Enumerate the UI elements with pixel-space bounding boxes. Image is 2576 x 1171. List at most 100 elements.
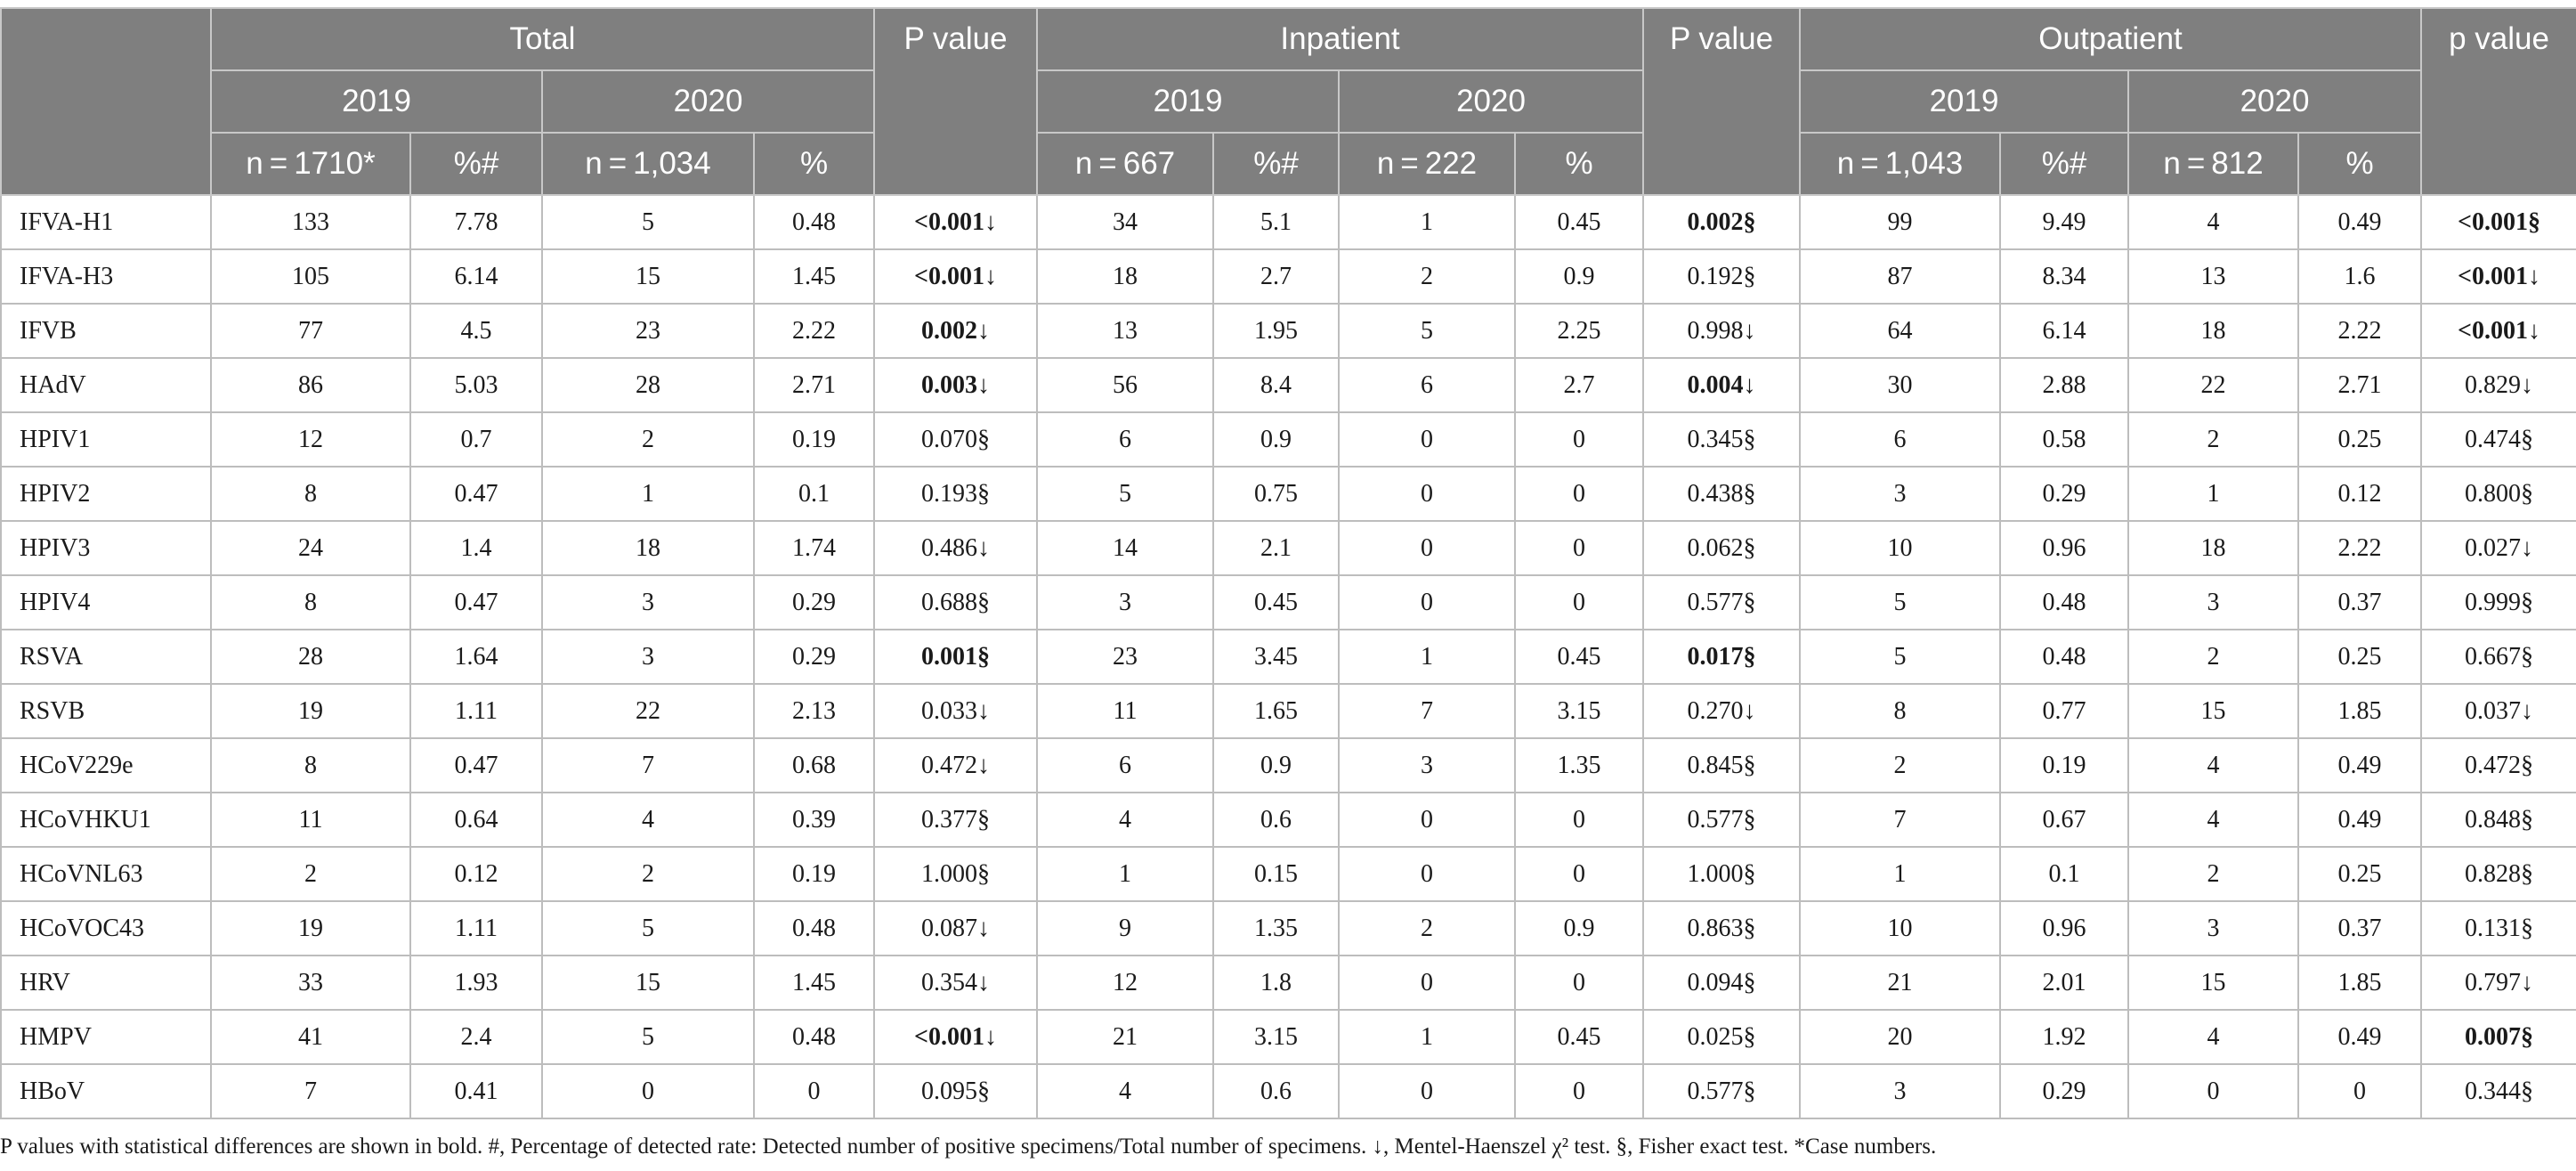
row-label: RSVA [0, 629, 212, 685]
table-row: HAdV 86 5.03 28 2.71 0.003↓ 56 8.4 6 2.7 0.004↓ 30 2… [0, 357, 2576, 413]
table-cell: 0.29 [1999, 1063, 2130, 1119]
row-label: HRV [0, 955, 212, 1011]
table-cell: 0.19 [1999, 737, 2130, 793]
table-cell: 0.96 [1999, 520, 2130, 576]
table-cell: 3 [1799, 1063, 2002, 1119]
table-cell: 2.7 [1513, 357, 1645, 413]
table-cell: 1.6 [2297, 248, 2423, 305]
table-cell: 0.25 [2297, 629, 2423, 685]
p-value-cell: 0.667§ [2420, 629, 2576, 685]
table-cell: 7 [541, 737, 755, 793]
table-cell: 3 [1799, 466, 2002, 522]
table-cell: 86 [210, 357, 411, 413]
table-cell: 12 [1036, 955, 1214, 1011]
table-cell: 0.9 [1212, 411, 1340, 468]
p-value-cell: 0.345§ [1642, 411, 1802, 468]
table-cell: 4 [2127, 792, 2300, 848]
header-subheader: n = 1,034 [541, 132, 755, 196]
table-cell: 5 [541, 194, 755, 250]
table-cell: 5 [1799, 574, 2002, 630]
table-cell: 18 [2127, 520, 2300, 576]
table-row: HPIV2 8 0.47 1 0.1 0.193§ 5 0.75 0 0 0.438§ 3 0.29 1 0… [0, 466, 2576, 522]
table-cell: 10 [1799, 520, 2002, 576]
table-cell: 0.9 [1513, 900, 1645, 956]
table-row: HMPV 41 2.4 5 0.48 <0.001↓ 21 3.15 1 0.45 0.025§ 20… [0, 1009, 2576, 1065]
table-cell: 1 [541, 466, 755, 522]
p-value-cell: 0.344§ [2420, 1063, 2576, 1119]
table-row: HCoVNL63 2 0.12 2 0.19 1.000§ 1 0.15 0 0 1.000§ 1 0.… [0, 846, 2576, 902]
p-value-cell: 0.095§ [873, 1063, 1038, 1119]
table-cell: 0.29 [753, 574, 875, 630]
table-cell: 0.64 [409, 792, 543, 848]
table-footnote: P values with statistical differences ar… [0, 1134, 1937, 1159]
table-cell: 64 [1799, 303, 2002, 359]
table-cell: 0.48 [753, 900, 875, 956]
table-cell: 6 [1036, 737, 1214, 793]
table-cell: 0 [1513, 1063, 1645, 1119]
p-value-cell: <0.001↓ [873, 248, 1038, 305]
table-cell: 0.39 [753, 792, 875, 848]
row-label: HAdV [0, 357, 212, 413]
table-cell: 2.71 [2297, 357, 2423, 413]
header-subheader: n = 1,043 [1799, 132, 2002, 196]
table-cell: 1.65 [1212, 683, 1340, 739]
row-label: HCoVOC43 [0, 900, 212, 956]
table-cell: 0 [541, 1063, 755, 1119]
table-cell: 41 [210, 1009, 411, 1065]
row-label: HPIV3 [0, 520, 212, 576]
row-label: HCoV229e [0, 737, 212, 793]
table-cell: 2.22 [2297, 520, 2423, 576]
table-cell: 2.25 [1513, 303, 1645, 359]
header-year: 2020 [541, 69, 875, 134]
p-value-cell: <0.001§ [2420, 194, 2576, 250]
p-value-cell: 0.094§ [1642, 955, 1802, 1011]
row-label: RSVB [0, 683, 212, 739]
table-cell: 1.64 [409, 629, 543, 685]
table-cell: 0.48 [1999, 629, 2130, 685]
table-cell: 0.45 [1212, 574, 1340, 630]
table-cell: 20 [1799, 1009, 2002, 1065]
row-label: HMPV [0, 1009, 212, 1065]
table-row: HPIV4 8 0.47 3 0.29 0.688§ 3 0.45 0 0 0.577§ 5 0.48 3… [0, 574, 2576, 630]
p-value-cell: 0.999§ [2420, 574, 2576, 630]
table-cell: 23 [1036, 629, 1214, 685]
row-label: HCoVNL63 [0, 846, 212, 902]
table-cell: 0.49 [2297, 1009, 2423, 1065]
table-row: IFVA-H3 105 6.14 15 1.45 <0.001↓ 18 2.7 2 0.9 0.19… [0, 248, 2576, 305]
table-cell: 3.15 [1212, 1009, 1340, 1065]
row-label: IFVA-H3 [0, 248, 212, 305]
table-cell: 2.4 [409, 1009, 543, 1065]
table-cell: 4.5 [409, 303, 543, 359]
table-cell: 1.35 [1513, 737, 1645, 793]
table-cell: 34 [1036, 194, 1214, 250]
table-cell: 2.01 [1999, 955, 2130, 1011]
p-value-cell: 0.577§ [1642, 574, 1802, 630]
table-row: HPIV3 24 1.4 18 1.74 0.486↓ 14 2.1 0 0 0.062§ 10 0.9… [0, 520, 2576, 576]
table-cell: 2.71 [753, 357, 875, 413]
table-cell: 6.14 [409, 248, 543, 305]
table-cell: 9 [1036, 900, 1214, 956]
table-cell: 9.49 [1999, 194, 2130, 250]
table-cell: 105 [210, 248, 411, 305]
table-cell: 1.11 [409, 683, 543, 739]
table-cell: 2 [2127, 629, 2300, 685]
table-cell: 0.7 [409, 411, 543, 468]
table-cell: 0.48 [753, 194, 875, 250]
table-cell: 11 [1036, 683, 1214, 739]
header-subheader: %# [409, 132, 543, 196]
table-cell: 56 [1036, 357, 1214, 413]
table-row: HCoV229e 8 0.47 7 0.68 0.472↓ 6 0.9 3 1.35 0.845§ 2… [0, 737, 2576, 793]
table-cell: 5 [1338, 303, 1516, 359]
data-table: Total P value Inpatient P value Outpatie… [0, 7, 2576, 1119]
table-cell: 30 [1799, 357, 2002, 413]
table-cell: 22 [541, 683, 755, 739]
table-cell: 3 [541, 574, 755, 630]
p-value-cell: 0.377§ [873, 792, 1038, 848]
table-row: RSVB 19 1.11 22 2.13 0.033↓ 11 1.65 7 3.15 0.270↓ 8… [0, 683, 2576, 739]
table-cell: 1.85 [2297, 683, 2423, 739]
table-cell: 5 [1036, 466, 1214, 522]
table-cell: 0.19 [753, 846, 875, 902]
table-cell: 0.68 [753, 737, 875, 793]
table-cell: 77 [210, 303, 411, 359]
table-cell: 0.58 [1999, 411, 2130, 468]
